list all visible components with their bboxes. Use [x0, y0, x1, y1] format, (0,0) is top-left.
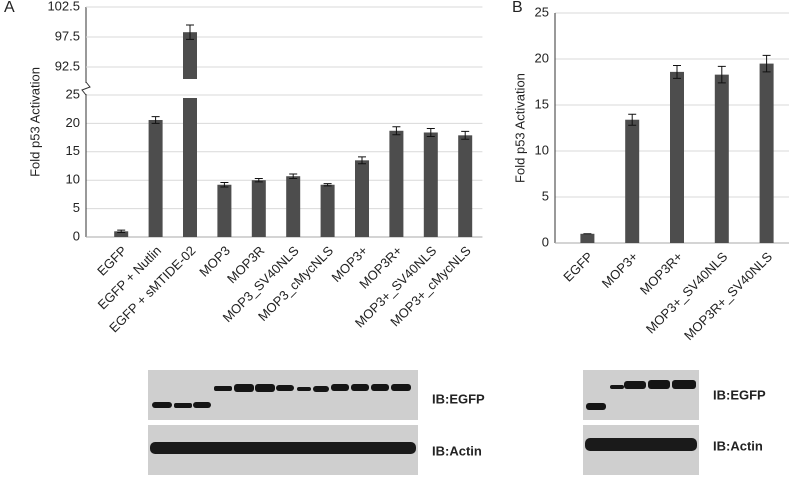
- y-tick-label: 20: [66, 115, 80, 130]
- y-tick-label: 102.5: [47, 0, 80, 13]
- axis-break: [81, 81, 91, 96]
- y-tick-label: 10: [66, 172, 80, 187]
- blot-label: IB:EGFP: [432, 391, 485, 406]
- error-bar: [186, 24, 194, 40]
- panel-label: A: [4, 0, 15, 16]
- bar: [458, 135, 473, 237]
- bar: [114, 231, 129, 237]
- panel-label: B: [512, 0, 523, 16]
- y-axis-label: Fold p53 Activation: [27, 67, 42, 177]
- error-bar: [289, 173, 298, 179]
- bar: [670, 71, 684, 243]
- bar: [389, 130, 404, 237]
- x-tick-label: MOP3+: [599, 249, 641, 291]
- error-bar: [392, 126, 401, 136]
- bar: [355, 160, 369, 237]
- error-bar: [254, 177, 263, 183]
- error-bar: [220, 181, 229, 188]
- y-tick-label: 10: [535, 142, 549, 157]
- bar: [148, 119, 163, 237]
- error-bar: [426, 128, 435, 137]
- bar: [251, 180, 266, 237]
- bar: [625, 119, 640, 243]
- y-tick-label: 92.5: [55, 58, 80, 73]
- bar: [183, 32, 197, 79]
- y-tick-label: 25: [535, 4, 549, 19]
- bar: [183, 98, 197, 237]
- y-tick-label: 20: [535, 50, 549, 65]
- y-tick-label: 0: [542, 234, 549, 249]
- blot-image: [148, 370, 699, 475]
- bar: [320, 184, 335, 237]
- y-tick-label: 5: [542, 188, 549, 203]
- error-bar: [323, 183, 332, 187]
- x-tick-label: MOP3+_SV40NLS: [643, 249, 731, 337]
- error-bar: [461, 130, 470, 140]
- error-bar: [762, 54, 771, 73]
- error-bar: [628, 113, 637, 126]
- error-bar: [358, 156, 366, 165]
- bar: [423, 132, 438, 237]
- bar: [580, 233, 595, 243]
- y-tick-label: 5: [73, 200, 80, 215]
- y-tick-label: 0: [73, 228, 80, 243]
- blot-label: IB:Actin: [713, 438, 763, 453]
- y-tick-label: 97.5: [55, 28, 80, 43]
- bar: [286, 176, 301, 237]
- blot-label: IB:EGFP: [713, 387, 766, 402]
- error-bar: [151, 116, 160, 124]
- y-tick-label: 15: [535, 96, 549, 111]
- blot-label: IB:Actin: [432, 443, 482, 458]
- error-bar: [717, 65, 726, 84]
- x-tick-label: MOP3R+_SV40NLS: [681, 249, 775, 343]
- bar: [759, 63, 774, 243]
- bar: [714, 74, 729, 243]
- y-tick-label: 15: [66, 143, 80, 158]
- error-bar: [117, 229, 126, 233]
- bar: [217, 184, 232, 237]
- x-tick-label: EGFP: [560, 249, 596, 285]
- y-tick-label: 25: [66, 86, 80, 101]
- error-bar: [673, 64, 681, 79]
- y-axis-label: Fold p53 Activation: [512, 73, 527, 183]
